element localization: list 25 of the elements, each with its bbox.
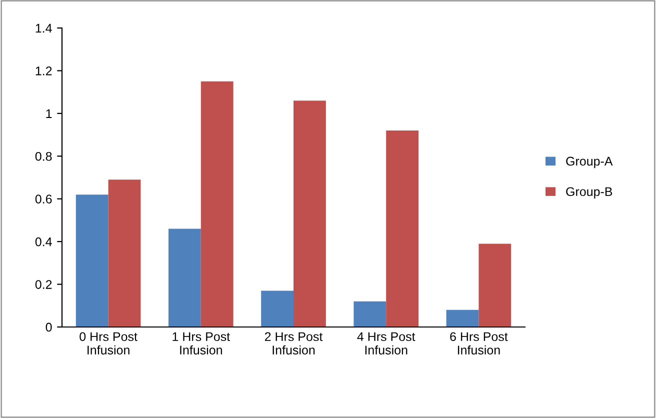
x-tick-label: 1 Hrs Post Infusion <box>172 332 230 355</box>
y-tick-label: 0.8 <box>35 152 52 161</box>
bar <box>478 244 512 327</box>
x-tick-label: 6 Hrs Post Infusion <box>450 332 508 355</box>
y-tick-label: 1 <box>46 109 52 118</box>
y-tick-label: 0 <box>46 322 52 332</box>
x-tick-label: 4 Hrs Post Infusion <box>357 332 416 355</box>
bar <box>386 130 419 327</box>
bar <box>446 310 479 327</box>
bar <box>294 100 326 327</box>
bar <box>168 228 201 327</box>
y-tick-label: 0.6 <box>35 194 52 204</box>
bar <box>76 194 108 327</box>
y-tick-label: 0.4 <box>35 237 52 246</box>
bar <box>354 301 386 327</box>
bar <box>200 81 234 327</box>
legend-label: Group-A <box>566 156 613 168</box>
y-tick-label: 0.2 <box>35 280 52 289</box>
legend-label: Group-B <box>566 187 612 199</box>
x-tick-label: 2 Hrs Post Infusion <box>264 332 323 355</box>
y-tick-label: 1.2 <box>36 66 52 76</box>
bar <box>261 290 294 327</box>
y-tick-label: 1.4 <box>36 24 52 33</box>
bar <box>108 180 141 327</box>
x-tick-label: 0 Hrs Post Infusion <box>80 332 138 355</box>
